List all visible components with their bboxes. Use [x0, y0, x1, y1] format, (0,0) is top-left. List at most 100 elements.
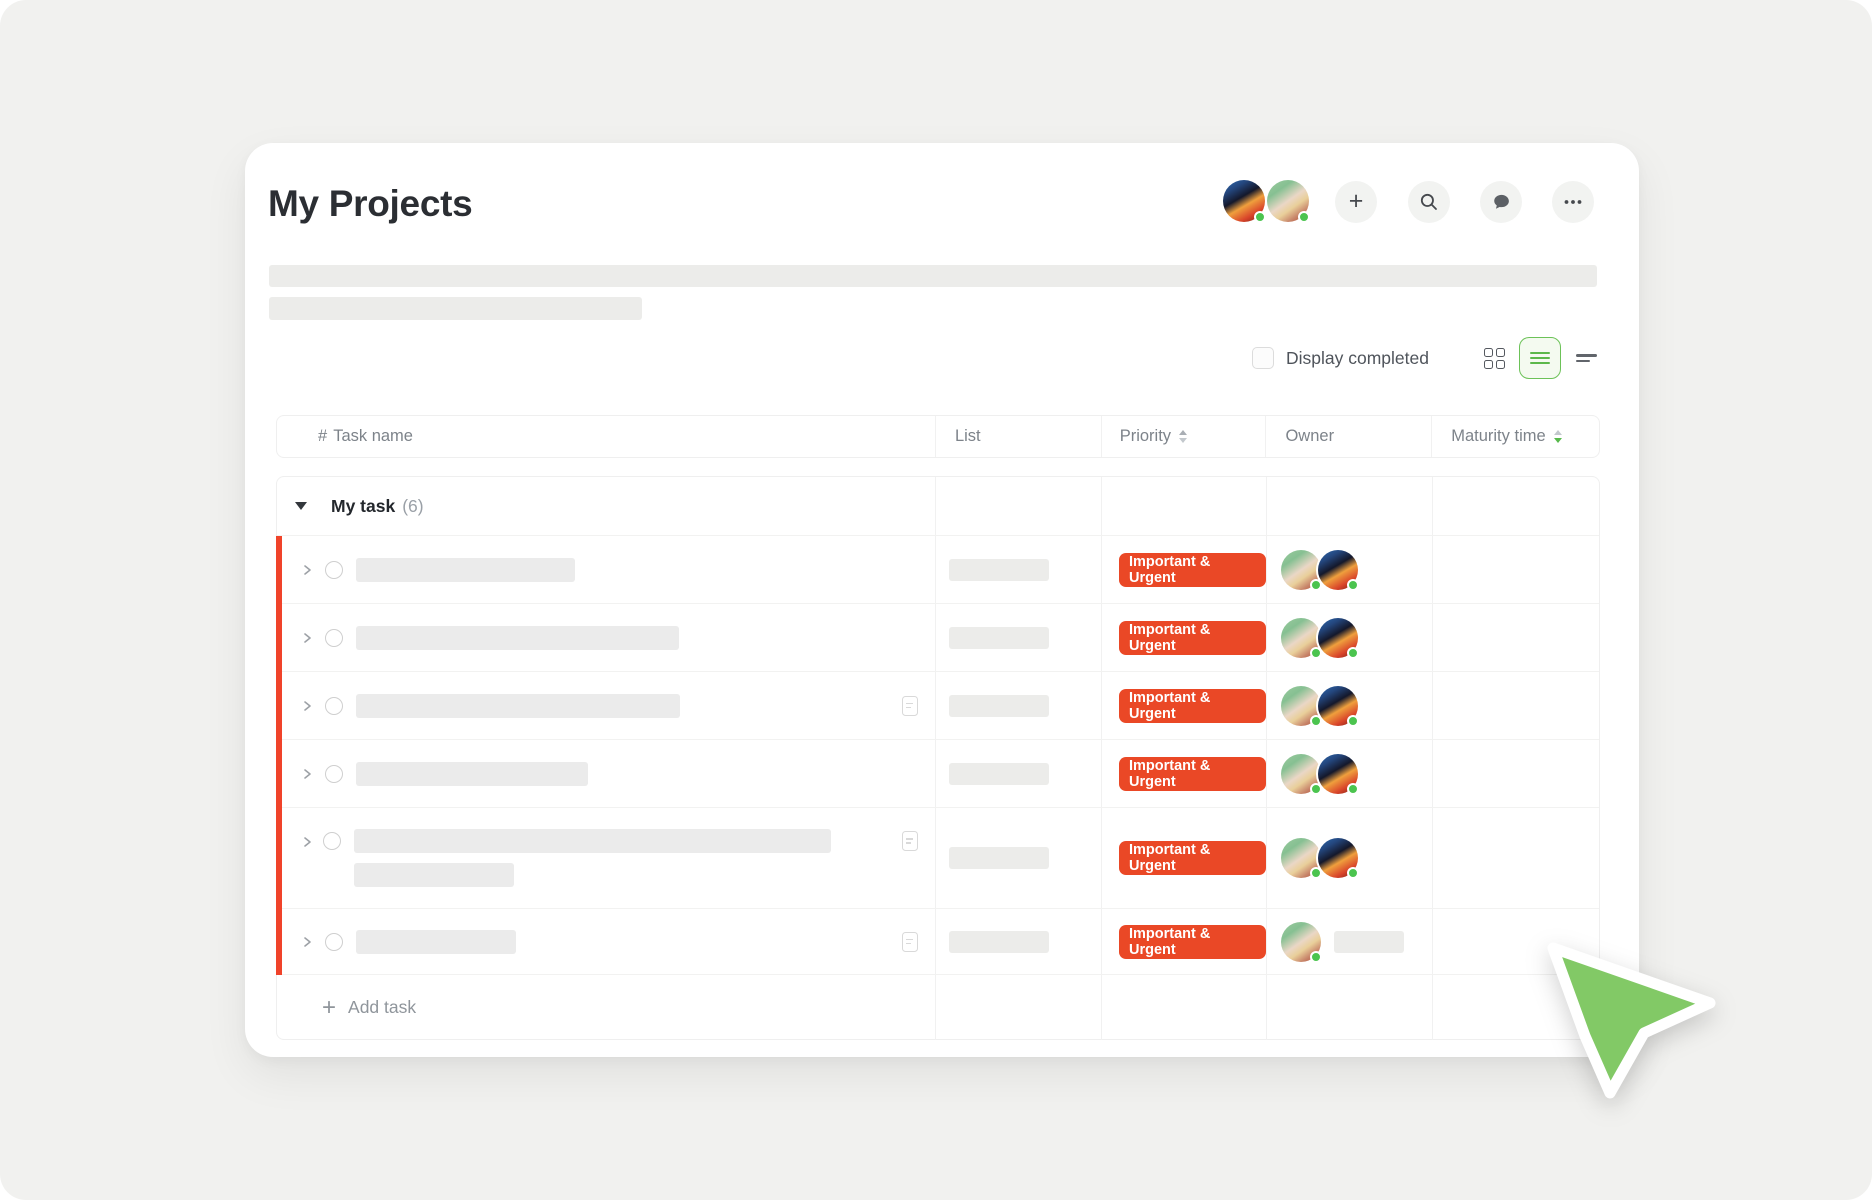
task-name-placeholder — [356, 693, 680, 718]
owner-name-placeholder — [1334, 930, 1404, 953]
task-row[interactable]: Important & Urgent — [277, 604, 1599, 672]
priority-badge[interactable]: Important & Urgent — [1119, 620, 1266, 655]
priority-badge[interactable]: Important & Urgent — [1119, 552, 1266, 587]
task-row[interactable]: Important & Urgent — [277, 808, 1599, 909]
expand-task-icon[interactable] — [301, 699, 314, 713]
member-avatar[interactable] — [1267, 180, 1310, 223]
add-button[interactable]: + — [1335, 181, 1377, 223]
expand-task-icon[interactable] — [301, 631, 314, 645]
task-row[interactable]: Important & Urgent — [277, 909, 1599, 975]
online-status-dot — [1347, 646, 1359, 659]
owner-avatar[interactable] — [1318, 549, 1359, 591]
column-header-maturity-time[interactable]: Maturity time — [1431, 416, 1599, 457]
document-icon[interactable] — [902, 831, 918, 851]
task-row[interactable]: Important & Urgent — [277, 672, 1599, 740]
online-status-dot — [1254, 211, 1266, 223]
task-name-placeholder — [356, 625, 679, 650]
priority-badge[interactable]: Important & Urgent — [1119, 841, 1266, 875]
complete-task-circle[interactable] — [325, 560, 343, 579]
search-button[interactable] — [1408, 181, 1450, 223]
column-header-list[interactable]: List — [934, 416, 1101, 457]
sort-icon-desc[interactable] — [1553, 430, 1562, 443]
priority-badge[interactable]: Important & Urgent — [1119, 688, 1266, 723]
chat-icon — [1490, 191, 1512, 213]
online-status-dot — [1347, 867, 1359, 879]
timeline-view-button[interactable] — [1565, 337, 1607, 379]
expand-task-icon[interactable] — [301, 563, 314, 577]
owner-avatar[interactable] — [1281, 921, 1322, 963]
task-name-placeholder — [354, 863, 514, 887]
table-body: My task (6) Important & Urgent — [276, 476, 1600, 1040]
owner-avatar[interactable] — [1281, 549, 1322, 591]
online-status-dot — [1310, 646, 1322, 659]
task-name-placeholder — [354, 829, 831, 853]
complete-task-circle[interactable] — [325, 764, 343, 783]
plus-icon: + — [1348, 186, 1364, 215]
list-placeholder — [949, 558, 1049, 581]
plus-icon: + — [322, 993, 337, 1021]
list-placeholder — [949, 626, 1049, 649]
green-cursor-pointer — [1547, 942, 1716, 1099]
board-view-button[interactable] — [1473, 337, 1515, 379]
add-task-label[interactable]: Add task — [348, 997, 417, 1017]
owner-avatar[interactable] — [1281, 838, 1322, 879]
online-status-dot — [1298, 211, 1310, 223]
page-title: My Projects — [268, 183, 473, 224]
owner-avatar[interactable] — [1281, 617, 1322, 659]
document-icon[interactable] — [902, 695, 918, 716]
column-header-owner[interactable]: Owner — [1265, 416, 1431, 457]
online-status-dot — [1310, 578, 1322, 591]
expand-task-icon[interactable] — [301, 935, 314, 949]
sort-icon[interactable] — [1179, 430, 1188, 443]
more-button[interactable] — [1552, 181, 1594, 223]
collapse-group-icon[interactable] — [295, 502, 307, 510]
list-icon — [1530, 349, 1550, 367]
task-name-placeholder — [356, 929, 516, 954]
complete-task-circle[interactable] — [325, 696, 343, 715]
online-status-dot — [1347, 782, 1359, 795]
display-completed-checkbox[interactable] — [1252, 347, 1274, 369]
priority-badge[interactable]: Important & Urgent — [1119, 756, 1266, 791]
chat-button[interactable] — [1480, 181, 1522, 223]
online-status-dot — [1310, 782, 1322, 795]
online-status-dot — [1347, 578, 1359, 591]
complete-task-circle[interactable] — [323, 832, 341, 850]
column-header-task-name[interactable]: # Task name — [318, 427, 413, 445]
search-icon — [1419, 192, 1439, 212]
owner-avatar[interactable] — [1318, 617, 1359, 659]
online-status-dot — [1310, 714, 1322, 727]
list-placeholder — [949, 930, 1049, 953]
group-name: My task — [331, 495, 396, 516]
online-status-dot — [1310, 950, 1322, 963]
task-name-placeholder — [356, 761, 588, 786]
document-icon[interactable] — [902, 931, 918, 952]
task-row[interactable]: Important & Urgent — [277, 740, 1599, 808]
priority-badge[interactable]: Important & Urgent — [1119, 924, 1266, 959]
expand-task-icon[interactable] — [301, 835, 314, 849]
owner-avatar[interactable] — [1281, 685, 1322, 727]
owner-avatar[interactable] — [1318, 753, 1359, 795]
grid-icon — [1483, 347, 1505, 369]
list-view-button[interactable] — [1519, 337, 1561, 379]
timeline-icon — [1575, 351, 1597, 365]
task-name-placeholder — [356, 557, 575, 582]
complete-task-circle[interactable] — [325, 628, 343, 647]
owner-avatar[interactable] — [1281, 753, 1322, 795]
add-task-row[interactable]: + Add task — [277, 975, 1599, 1040]
online-status-dot — [1310, 867, 1322, 879]
ellipsis-icon — [1562, 191, 1584, 213]
member-avatar[interactable] — [1223, 180, 1266, 223]
list-placeholder — [949, 694, 1049, 717]
owner-avatar[interactable] — [1318, 838, 1359, 879]
task-row[interactable]: Important & Urgent — [277, 536, 1599, 604]
complete-task-circle[interactable] — [325, 932, 343, 951]
owner-avatar[interactable] — [1318, 685, 1359, 727]
view-switcher — [1473, 337, 1607, 381]
description-placeholder-line — [269, 265, 1597, 287]
online-status-dot — [1347, 714, 1359, 727]
expand-task-icon[interactable] — [301, 767, 314, 781]
column-header-priority[interactable]: Priority — [1100, 416, 1266, 457]
list-placeholder — [949, 847, 1049, 869]
description-placeholder-line — [269, 297, 642, 320]
